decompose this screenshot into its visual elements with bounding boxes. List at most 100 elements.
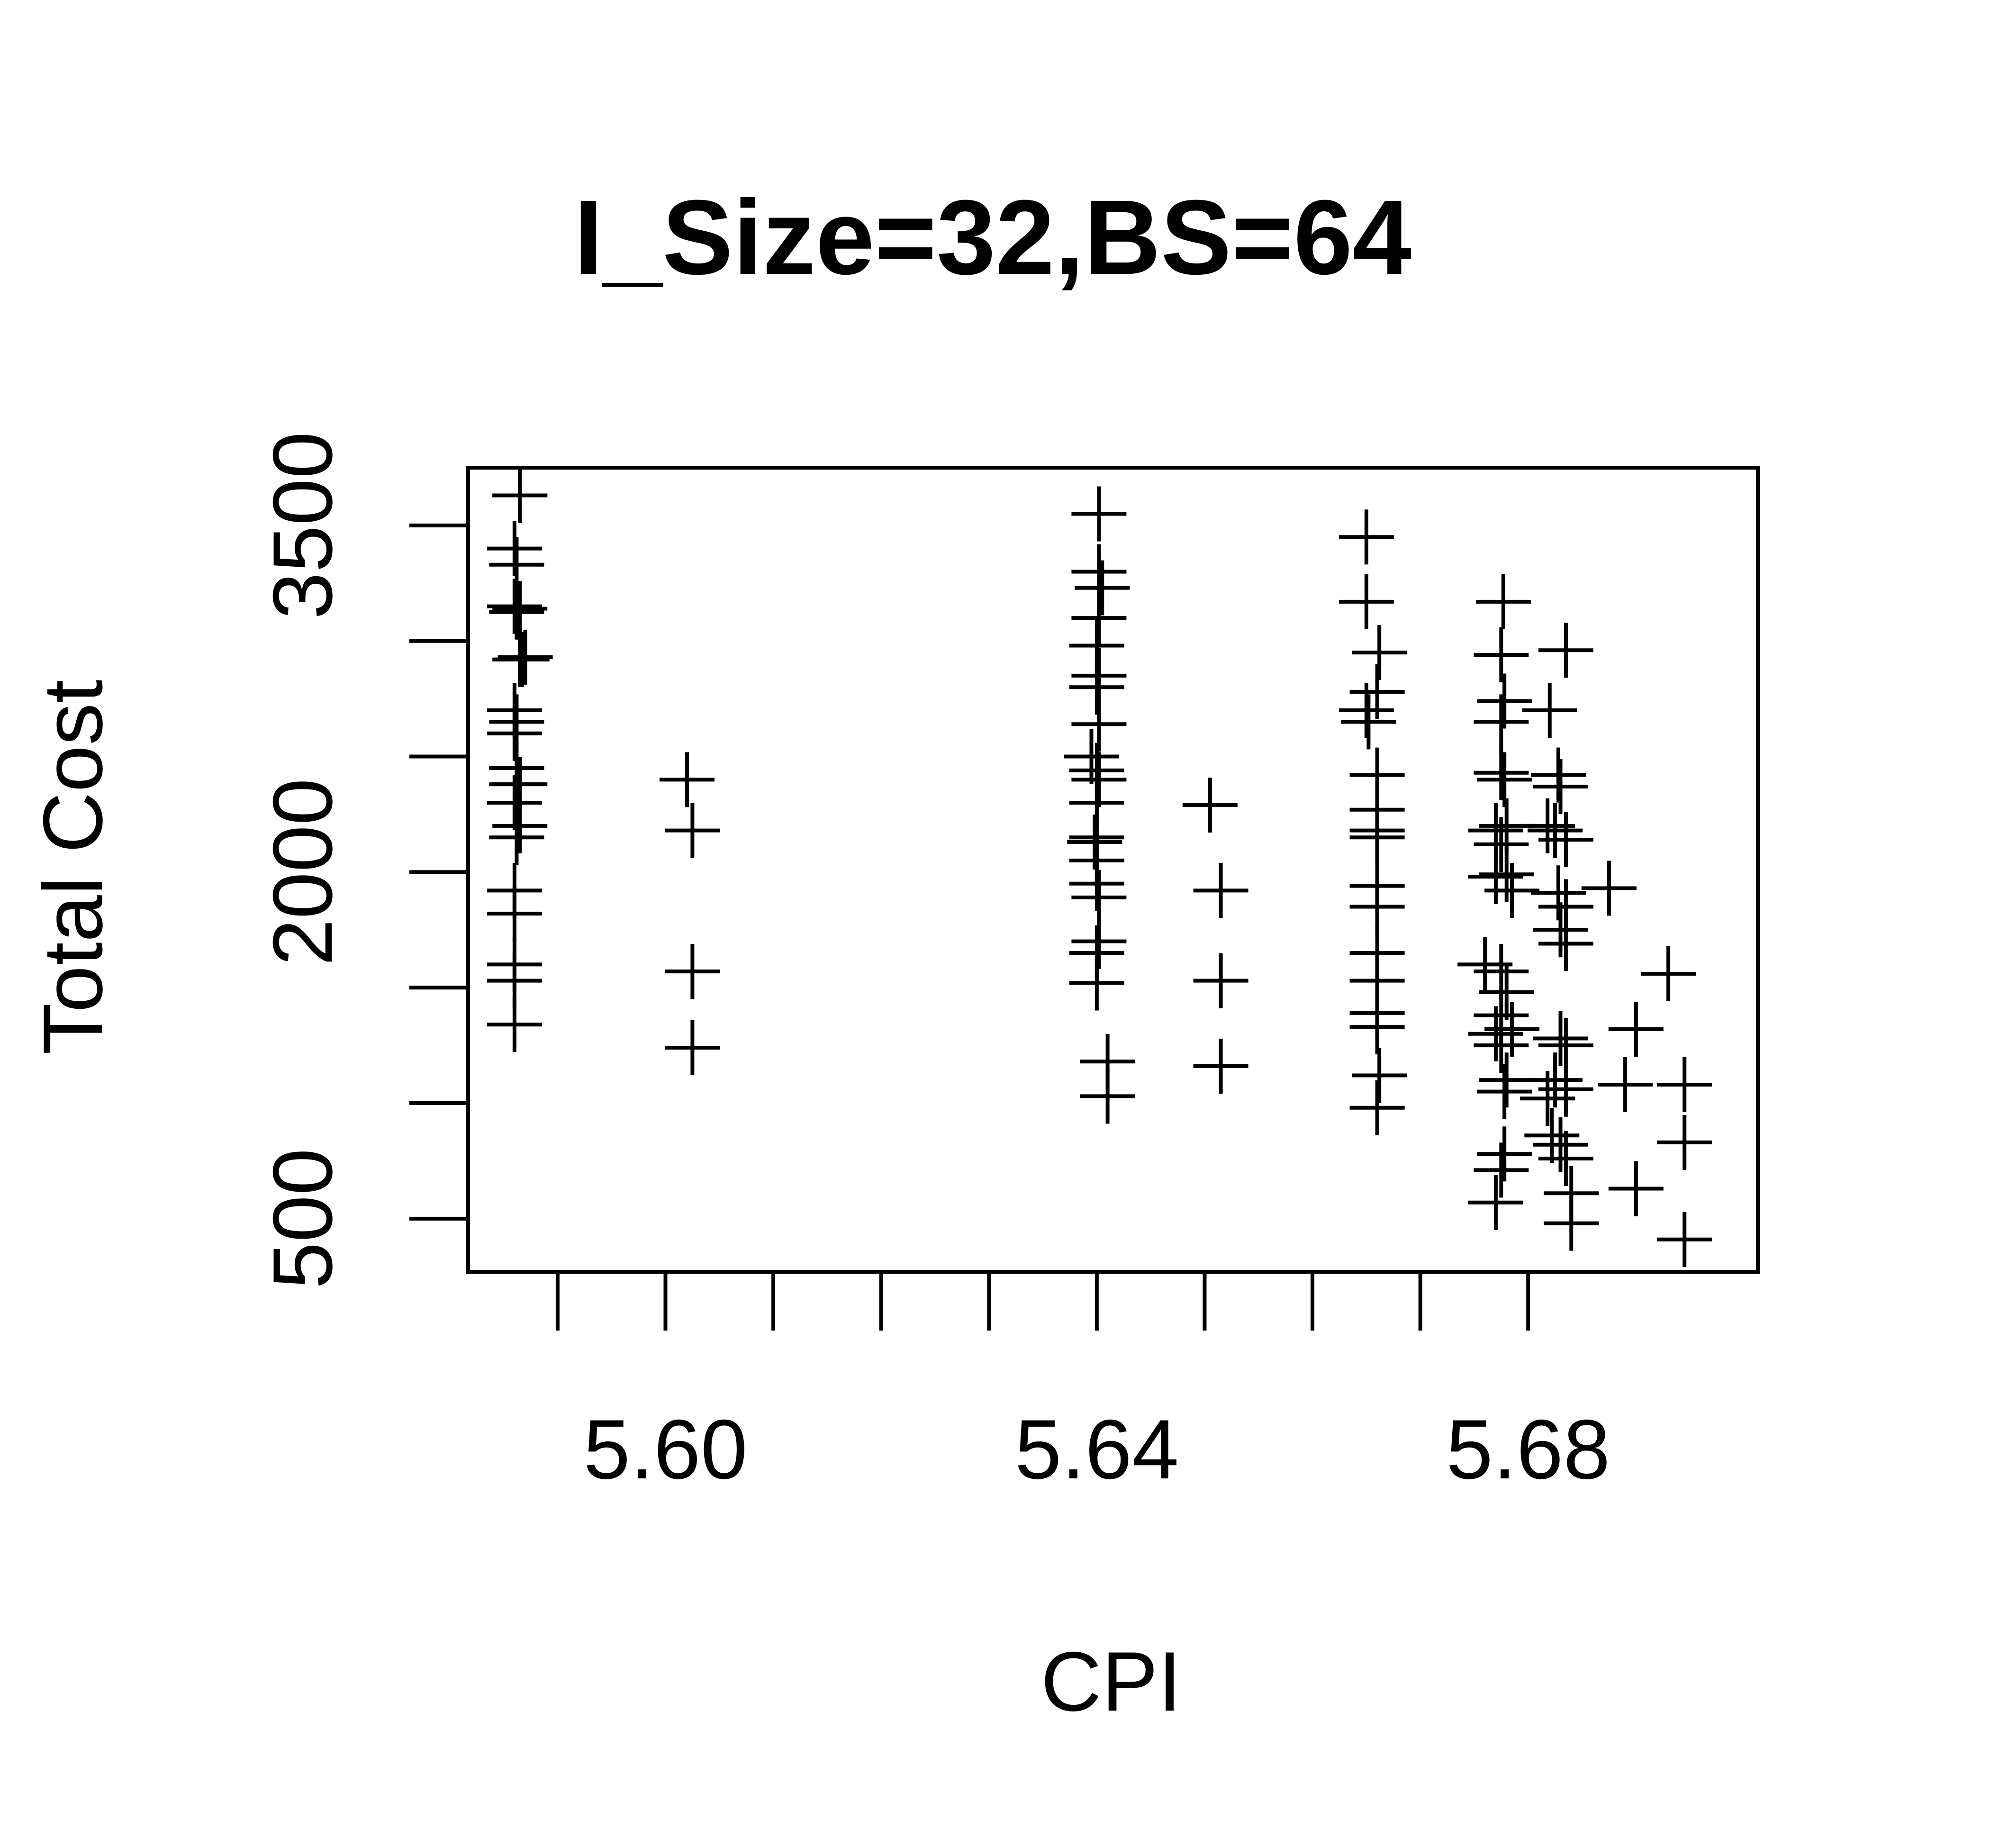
data-point	[1538, 916, 1593, 971]
data-point	[660, 752, 715, 807]
x-tick-label: 5.60	[583, 1402, 747, 1496]
data-point	[1064, 729, 1119, 784]
x-axis: 5.60 5.64 5.68	[555, 1272, 1610, 1496]
data-point	[1071, 697, 1127, 752]
data-point	[1080, 1069, 1135, 1124]
data-point	[1069, 955, 1124, 1011]
data-point	[1484, 1001, 1540, 1057]
data-points	[487, 468, 1712, 1267]
data-point	[1641, 946, 1696, 1001]
chart-title: I_Size=32,BS=64	[574, 178, 1411, 297]
data-point	[1468, 1175, 1523, 1230]
data-point	[1352, 625, 1407, 680]
data-point	[489, 537, 544, 592]
data-point	[1474, 627, 1529, 682]
data-point	[1071, 486, 1127, 542]
data-point	[1477, 1126, 1532, 1182]
data-point	[1069, 856, 1124, 911]
data-point	[1522, 683, 1577, 738]
data-point	[1608, 1161, 1664, 1216]
data-point	[1538, 812, 1593, 868]
data-point	[1530, 865, 1586, 921]
data-point	[1533, 759, 1588, 814]
data-point	[1533, 1117, 1588, 1172]
data-point	[1349, 1080, 1405, 1135]
data-point	[1474, 1142, 1529, 1198]
data-point	[1468, 803, 1523, 858]
data-point	[492, 632, 548, 687]
data-point	[1528, 1052, 1583, 1108]
y-tick-label: 500	[255, 1148, 350, 1289]
data-point	[1349, 879, 1405, 934]
data-point	[1598, 1057, 1653, 1113]
data-point	[1339, 683, 1394, 738]
data-point	[492, 468, 548, 523]
data-point	[1484, 863, 1540, 918]
data-point	[1071, 544, 1127, 599]
data-point	[1352, 1048, 1407, 1103]
data-point	[1474, 745, 1529, 800]
data-point	[1533, 1011, 1588, 1066]
data-point	[492, 581, 548, 636]
data-point	[1071, 648, 1127, 703]
data-point	[1468, 1006, 1523, 1061]
data-point	[1193, 1038, 1248, 1094]
data-point	[1538, 623, 1593, 678]
data-point	[1474, 694, 1529, 750]
data-point	[492, 798, 548, 853]
data-point	[1468, 849, 1523, 905]
data-point	[1657, 1057, 1712, 1113]
data-point	[1457, 937, 1513, 992]
x-tick-label: 5.68	[1446, 1402, 1610, 1496]
data-point	[1475, 574, 1531, 629]
data-point	[489, 810, 544, 865]
data-point	[1075, 560, 1130, 616]
plot-frame	[466, 466, 1760, 1274]
data-point	[1474, 816, 1529, 872]
data-point	[487, 997, 542, 1052]
y-axis: 500 2000 3500	[255, 432, 468, 1289]
data-point	[489, 584, 544, 640]
data-point	[1581, 861, 1637, 916]
data-point	[1071, 590, 1127, 645]
data-point	[1528, 803, 1583, 858]
data-point	[1524, 1108, 1580, 1163]
x-tick-label: 5.64	[1015, 1402, 1179, 1496]
data-point	[1533, 902, 1588, 958]
data-point	[1182, 777, 1238, 833]
data-point	[1479, 847, 1534, 902]
data-point	[1339, 574, 1394, 629]
data-point	[1071, 914, 1127, 969]
data-point	[1193, 863, 1248, 918]
data-point	[489, 694, 544, 750]
data-point	[1474, 1018, 1529, 1073]
data-point	[1530, 747, 1586, 803]
data-point	[1341, 694, 1396, 750]
data-point	[1193, 953, 1248, 1008]
data-point	[665, 1020, 720, 1075]
data-point	[487, 775, 542, 831]
data-point	[1069, 660, 1124, 715]
y-tick-label: 2000	[255, 778, 350, 966]
data-point	[1538, 1131, 1593, 1187]
x-axis-label: CPI	[1041, 1634, 1182, 1729]
data-point	[1477, 673, 1532, 729]
data-point	[1479, 1052, 1534, 1108]
data-point	[487, 579, 542, 634]
data-point	[487, 706, 542, 761]
data-point	[1477, 1064, 1532, 1119]
data-point	[1538, 1061, 1593, 1117]
data-point	[487, 521, 542, 576]
data-point	[665, 944, 720, 999]
data-point	[1608, 1001, 1664, 1057]
data-point	[1339, 509, 1394, 565]
data-point	[487, 886, 542, 942]
data-point	[1477, 752, 1532, 807]
y-tick-label: 3500	[255, 432, 350, 619]
data-point	[1349, 999, 1405, 1055]
data-point	[1479, 964, 1534, 1020]
data-point	[1657, 1212, 1712, 1267]
data-point	[498, 629, 553, 685]
data-point	[1349, 810, 1405, 865]
